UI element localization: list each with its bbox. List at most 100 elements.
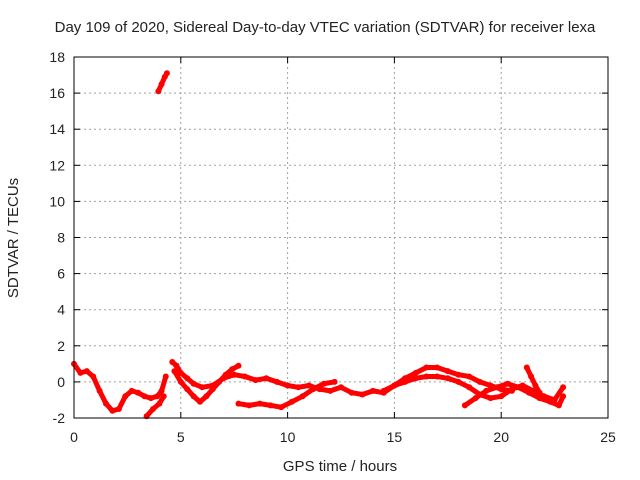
- y-tick-label: 0: [57, 374, 65, 390]
- data-point: [184, 386, 191, 393]
- data-point: [536, 395, 543, 402]
- y-tick-label: 14: [49, 121, 65, 137]
- x-tick-label: 5: [177, 429, 185, 445]
- data-point: [284, 382, 291, 389]
- y-tick-label: 10: [49, 193, 65, 209]
- series-low-loop: [236, 379, 338, 410]
- data-point: [158, 81, 165, 88]
- data-point: [472, 395, 479, 402]
- data-point: [128, 387, 135, 394]
- data-point: [246, 402, 253, 409]
- y-tick-label: 18: [49, 49, 65, 65]
- data-point: [256, 400, 263, 407]
- data-point: [412, 375, 419, 382]
- data-point: [370, 387, 376, 394]
- x-tick-label: 10: [280, 429, 296, 445]
- data-point: [493, 384, 500, 391]
- data-point: [235, 400, 242, 407]
- data-point: [466, 384, 473, 391]
- data-point: [77, 369, 84, 376]
- data-point: [154, 393, 161, 400]
- series-main-track: [71, 361, 169, 414]
- chart-title: Day 109 of 2020, Sidereal Day-to-day VTE…: [55, 19, 596, 36]
- data-point: [320, 380, 327, 387]
- data-point: [150, 406, 156, 412]
- data-point: [162, 373, 169, 380]
- data-point: [173, 362, 180, 369]
- data-point: [327, 387, 334, 394]
- x-tick-label: 20: [493, 429, 509, 445]
- data-point: [190, 380, 197, 387]
- data-point: [156, 400, 163, 407]
- data-point: [504, 380, 511, 387]
- y-tick-label: 8: [57, 230, 65, 246]
- data-point: [455, 371, 462, 378]
- x-tick-label: 0: [70, 429, 78, 445]
- data-point: [515, 384, 522, 391]
- x-tick-label: 15: [387, 429, 403, 445]
- data-point: [476, 378, 483, 385]
- data-point: [299, 393, 306, 400]
- data-point: [184, 375, 191, 382]
- x-axis-title: GPS time / hours: [283, 458, 397, 475]
- data-point: [532, 382, 539, 389]
- data-point: [163, 70, 170, 77]
- data-point: [177, 378, 184, 385]
- grid-lines: [74, 57, 608, 418]
- data-point: [526, 389, 532, 396]
- data-point: [263, 375, 270, 382]
- data-point: [310, 386, 317, 393]
- data-point: [402, 378, 409, 385]
- data-point: [115, 406, 122, 412]
- data-point: [209, 386, 216, 393]
- data-point: [241, 373, 248, 380]
- y-tick-label: 12: [49, 157, 65, 173]
- y-tick-label: -2: [53, 410, 66, 426]
- data-point: [412, 369, 419, 376]
- data-point: [348, 389, 355, 396]
- data-point: [483, 387, 490, 394]
- y-tick-label: 4: [57, 302, 65, 318]
- data-point: [203, 393, 210, 400]
- data-point: [555, 402, 562, 409]
- data-point: [528, 373, 535, 380]
- x-tick-label: 25: [600, 429, 616, 445]
- series-late-spike: [524, 365, 543, 396]
- y-tick-label: 16: [49, 85, 65, 101]
- data-point: [295, 384, 302, 391]
- series-lower-excursion: [144, 393, 167, 419]
- data-point: [135, 389, 142, 396]
- data-point: [423, 373, 430, 380]
- data-point: [171, 368, 178, 375]
- data-point: [141, 393, 148, 400]
- data-point: [252, 377, 259, 384]
- data-point: [434, 364, 441, 371]
- data-point: [147, 395, 154, 402]
- data-point: [487, 395, 494, 402]
- data-point: [155, 88, 162, 95]
- data-point: [455, 378, 462, 385]
- y-tick-label: 6: [57, 266, 65, 282]
- data-point: [231, 371, 238, 378]
- data-point: [229, 366, 236, 373]
- data-point: [169, 359, 176, 365]
- data-point: [560, 384, 567, 391]
- data-point: [391, 382, 398, 389]
- data-point: [444, 375, 451, 382]
- data-point: [466, 373, 473, 380]
- data-point: [444, 368, 451, 375]
- data-point: [122, 393, 129, 400]
- y-axis-title: SDTVAR / TECUs: [5, 178, 22, 298]
- data-point: [359, 391, 366, 398]
- data-point: [306, 382, 312, 389]
- data-point: [547, 398, 554, 405]
- data-point: [160, 393, 167, 400]
- data-point: [190, 393, 197, 400]
- data-point: [461, 402, 468, 409]
- data-point: [197, 398, 203, 405]
- data-point: [560, 393, 567, 400]
- data-point: [177, 369, 184, 376]
- data-point: [199, 384, 206, 391]
